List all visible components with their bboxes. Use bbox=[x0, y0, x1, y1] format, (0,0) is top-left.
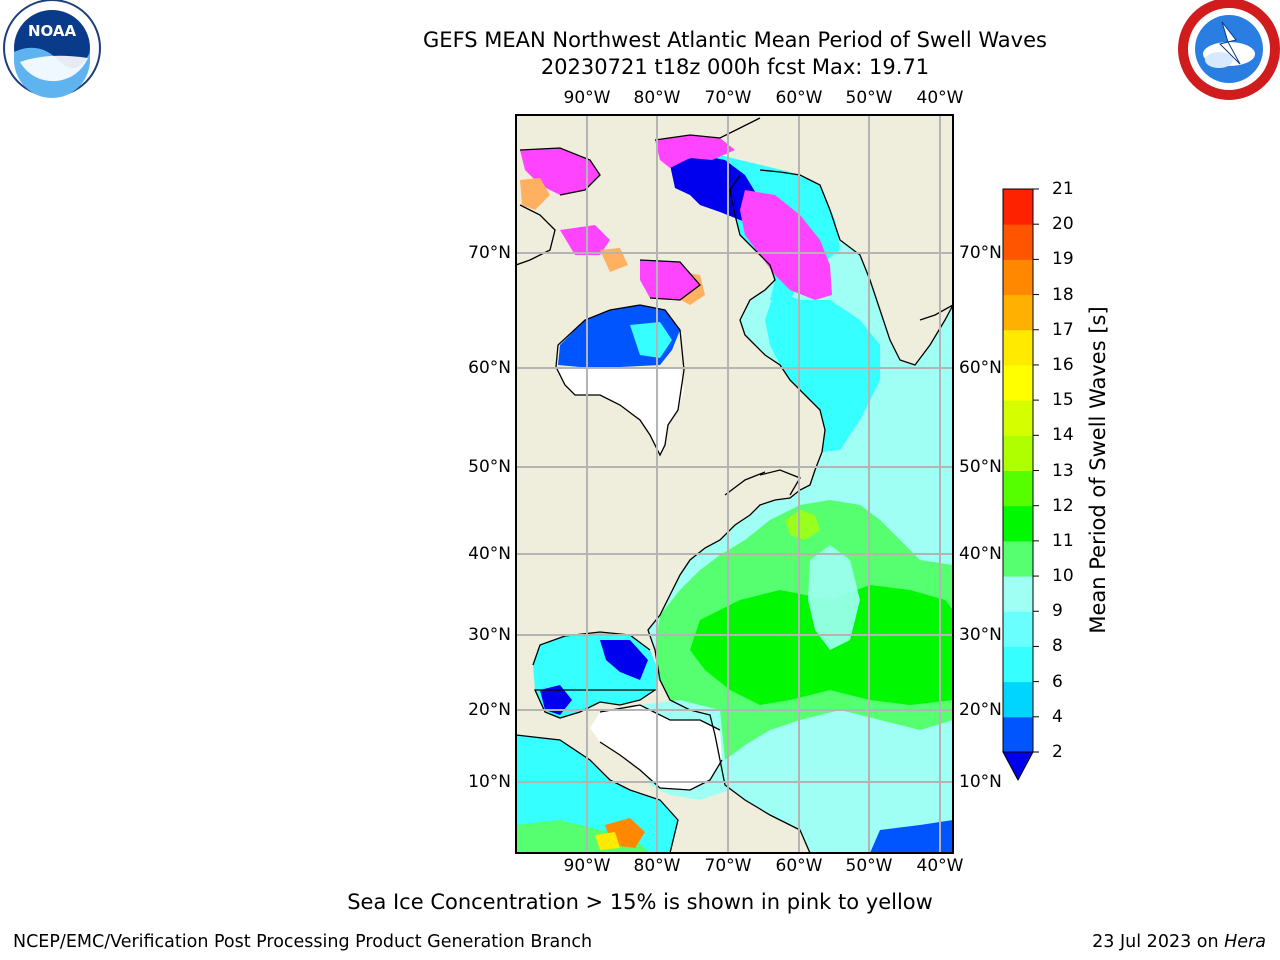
colorbar-tick-label: 6 bbox=[1052, 671, 1063, 692]
lon-label-bottom: 50°W bbox=[845, 856, 893, 876]
lon-label-bottom: 80°W bbox=[633, 856, 681, 876]
colorbar-segment bbox=[1003, 576, 1033, 612]
colorbar-tick-label: 20 bbox=[1052, 214, 1074, 235]
colorbar-segment bbox=[1003, 189, 1033, 225]
plot-title: GEFS MEAN Northwest Atlantic Mean Period… bbox=[423, 28, 1047, 52]
colorbar-tick-label: 12 bbox=[1052, 495, 1074, 516]
ocean-gulf-blue bbox=[540, 640, 648, 715]
sea-ice-hudson-strait bbox=[640, 260, 700, 300]
lon-label-top: 70°W bbox=[704, 88, 752, 108]
colorbar-tick-label: 13 bbox=[1052, 460, 1074, 481]
credit-date: 23 Jul 2023 on bbox=[1092, 932, 1225, 952]
ocean-baffin-short bbox=[670, 155, 760, 225]
colorbar-tick-label: 2 bbox=[1052, 742, 1063, 762]
colorbar-segment bbox=[1003, 611, 1033, 647]
colorbar-tick-label: 11 bbox=[1052, 530, 1074, 551]
lat-label-left: 20°N bbox=[468, 700, 511, 720]
lat-label-left: 10°N bbox=[468, 772, 511, 792]
colorbar bbox=[1002, 188, 1039, 782]
colorbar-segment bbox=[1003, 540, 1033, 577]
lon-label-bottom: 90°W bbox=[563, 856, 611, 876]
map-panel bbox=[515, 114, 954, 854]
colorbar-tick-label: 9 bbox=[1052, 601, 1063, 622]
colorbar-tick-label: 14 bbox=[1052, 425, 1074, 446]
lat-label-right: 40°N bbox=[959, 544, 1002, 564]
lat-label-right: 30°N bbox=[959, 625, 1002, 645]
caption: Sea Ice Concentration > 15% is shown in … bbox=[347, 890, 933, 914]
ocean-hudson-bay-light bbox=[630, 322, 672, 358]
colorbar-segment bbox=[1003, 470, 1033, 507]
lon-label-bottom: 40°W bbox=[916, 856, 964, 876]
ocean-pacific-yellow bbox=[595, 832, 620, 850]
lat-label-right: 60°N bbox=[959, 358, 1002, 378]
credit-right: 23 Jul 2023 on Hera bbox=[1092, 932, 1266, 952]
lat-label-right: 70°N bbox=[959, 243, 1002, 263]
colorbar-segment bbox=[1003, 435, 1033, 471]
lon-label-top: 40°W bbox=[916, 88, 964, 108]
ocean-band-yellowgreen bbox=[785, 510, 820, 540]
plot-subtitle: 20230721 t18z 000h fcst Max: 19.71 bbox=[540, 55, 930, 79]
lat-label-right: 20°N bbox=[959, 700, 1002, 720]
lon-label-top: 50°W bbox=[845, 88, 893, 108]
ocean-band-light bbox=[808, 545, 860, 650]
lat-label-right: 50°N bbox=[959, 457, 1002, 477]
lat-label-left: 50°N bbox=[468, 457, 511, 477]
colorbar-label: Mean Period of Swell Waves [s] bbox=[1086, 306, 1110, 634]
colorbar-segment bbox=[1003, 294, 1033, 331]
colorbar-extend-arrow bbox=[1002, 751, 1034, 782]
credit-host: Hera bbox=[1224, 932, 1266, 952]
colorbar-segment bbox=[1003, 364, 1033, 401]
nws-logo bbox=[1178, 0, 1280, 100]
lat-label-left: 40°N bbox=[468, 544, 511, 564]
lon-label-top: 80°W bbox=[633, 88, 681, 108]
colorbar-tick-label: 4 bbox=[1052, 706, 1063, 727]
map-frame bbox=[515, 114, 954, 854]
sea-ice-baffin bbox=[655, 135, 832, 300]
lat-label-left: 60°N bbox=[468, 358, 511, 378]
ocean-band-bright bbox=[690, 585, 953, 705]
credit-left: NCEP/EMC/Verification Post Processing Pr… bbox=[13, 932, 593, 952]
colorbar-tick-label: 17 bbox=[1052, 319, 1074, 340]
colorbar-segment bbox=[1003, 400, 1033, 436]
colorbar-tick-label: 21 bbox=[1052, 179, 1074, 199]
ocean-se-blue bbox=[870, 820, 953, 853]
colorbar-segment bbox=[1003, 716, 1033, 753]
colorbar-tick-label: 10 bbox=[1052, 566, 1074, 587]
lat-label-left: 30°N bbox=[468, 625, 511, 645]
lat-label-right: 10°N bbox=[959, 772, 1002, 792]
lon-label-top: 90°W bbox=[563, 88, 611, 108]
colorbar-segment bbox=[1003, 329, 1033, 366]
noaa-logo: NOAA bbox=[3, 0, 101, 98]
ocean-labrador bbox=[765, 290, 880, 452]
colorbar-tick-label: 19 bbox=[1052, 249, 1074, 270]
lon-label-bottom: 60°W bbox=[775, 856, 823, 876]
noaa-logo-text: NOAA bbox=[28, 22, 77, 40]
colorbar-tick-label: 15 bbox=[1052, 390, 1074, 411]
lon-label-bottom: 70°W bbox=[704, 856, 752, 876]
colorbar-tick-label: 16 bbox=[1052, 354, 1074, 375]
colorbar-tick-label: 8 bbox=[1052, 636, 1063, 657]
colorbar-segment bbox=[1003, 505, 1033, 542]
colorbar-segment bbox=[1003, 681, 1033, 718]
lat-label-left: 70°N bbox=[468, 243, 511, 263]
colorbar-tick-label: 18 bbox=[1052, 284, 1074, 305]
graticule bbox=[516, 115, 953, 853]
colorbar-segment bbox=[1003, 224, 1033, 260]
colorbar-segment bbox=[1003, 646, 1033, 683]
colorbar-segment bbox=[1003, 259, 1033, 296]
lon-label-top: 60°W bbox=[775, 88, 823, 108]
